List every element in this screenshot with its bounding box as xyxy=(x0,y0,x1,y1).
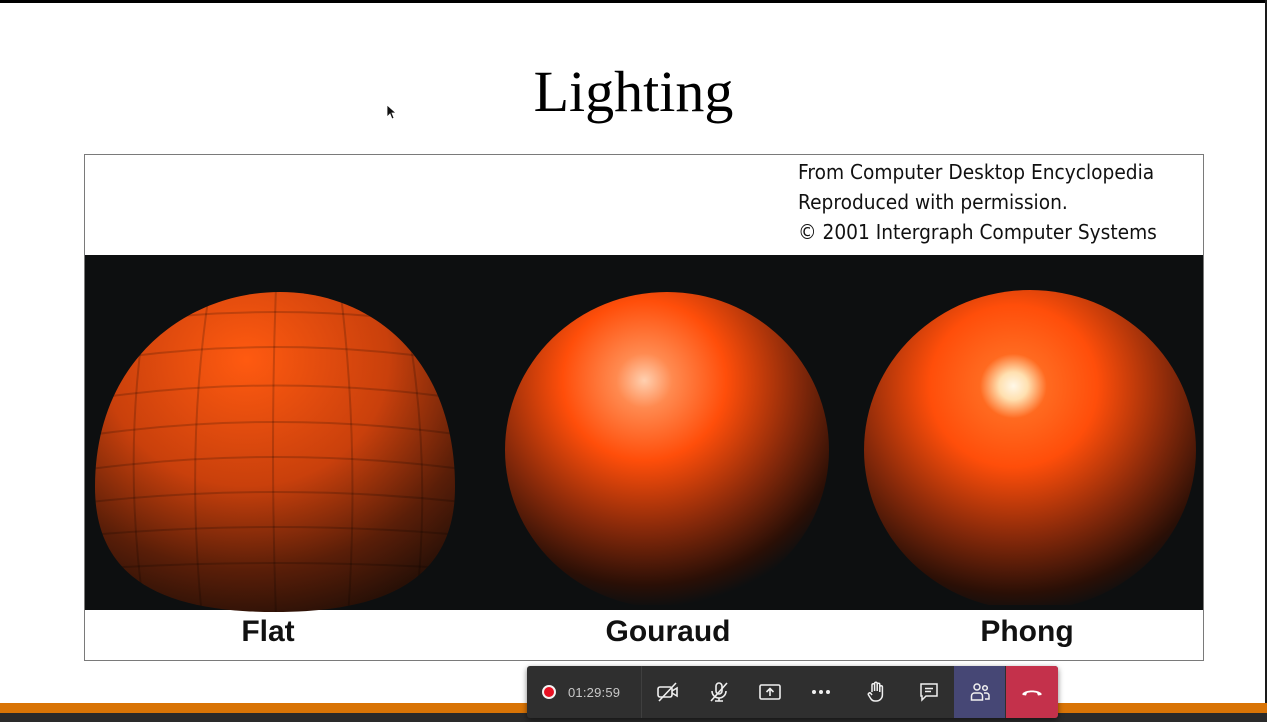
share-screen-icon xyxy=(758,684,781,700)
recording-indicator[interactable]: 01:29:59 xyxy=(527,666,642,718)
slide-title: Lighting xyxy=(533,59,734,124)
call-toolbar: 01:29:59 xyxy=(527,666,1058,718)
credit-line-permission: Reproduced with permission. xyxy=(798,190,1068,214)
figure-credit: From Computer Desktop Encyclopedia Repro… xyxy=(798,157,1176,247)
label-gouraud: Gouraud xyxy=(605,615,731,648)
share-screen-button[interactable] xyxy=(744,666,795,718)
record-dot-icon xyxy=(542,685,556,699)
microphone-off-icon xyxy=(709,682,728,702)
credit-line-source: From Computer Desktop Encyclopedia xyxy=(798,160,1155,184)
label-phong: Phong xyxy=(980,615,1074,648)
raise-hand-button[interactable] xyxy=(850,666,901,718)
chat-icon xyxy=(919,683,938,702)
chat-button[interactable] xyxy=(903,666,954,718)
participants-button[interactable] xyxy=(954,666,1005,718)
participants-icon xyxy=(970,683,990,701)
hang-up-button[interactable] xyxy=(1006,666,1058,718)
more-options-icon xyxy=(811,690,830,694)
raise-hand-icon xyxy=(867,681,883,702)
hang-up-icon xyxy=(1022,690,1042,696)
credit-line-copyright: © 2001 Intergraph Computer Systems xyxy=(798,220,1157,244)
more-options-button[interactable] xyxy=(795,666,846,718)
window-top-border xyxy=(0,0,1267,3)
microphone-toggle-button[interactable] xyxy=(693,666,744,718)
flat-shaded-sphere xyxy=(95,292,455,612)
gouraud-shaded-sphere xyxy=(505,292,829,605)
shading-figure: From Computer Desktop Encyclopedia Repro… xyxy=(84,154,1204,661)
phong-shaded-sphere xyxy=(864,290,1196,605)
mouse-cursor-icon xyxy=(386,104,396,120)
call-timer: 01:29:59 xyxy=(568,684,621,700)
camera-off-icon xyxy=(656,682,678,702)
window-right-border xyxy=(1265,0,1267,722)
camera-toggle-button[interactable] xyxy=(642,666,693,718)
render-panel xyxy=(85,255,1203,612)
label-flat: Flat xyxy=(241,615,295,648)
